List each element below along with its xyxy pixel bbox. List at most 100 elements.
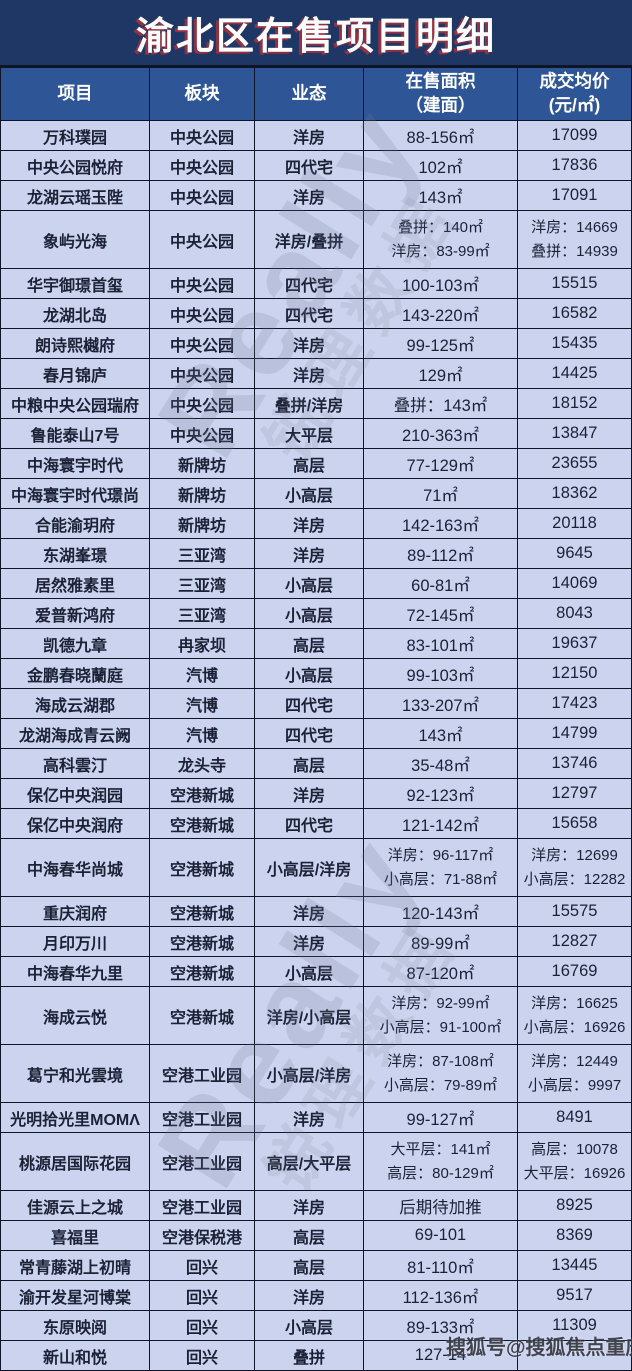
cell-type: 洋房 bbox=[255, 121, 363, 150]
cell-project: 葛宁和光雲境 bbox=[1, 1045, 149, 1102]
cell-size: 99-127㎡ bbox=[364, 1103, 517, 1132]
cell-district: 中央公园 bbox=[150, 211, 254, 268]
header-district: 板块 bbox=[150, 68, 254, 120]
cell-type: 四代宅 bbox=[255, 269, 363, 298]
header-type: 业态 bbox=[255, 68, 363, 120]
cell-size: 88-156㎡ bbox=[364, 121, 517, 150]
cell-size: 112-136㎡ bbox=[364, 1281, 517, 1310]
cell-size: 洋房：92-99㎡ 小高层：91-100㎡ bbox=[364, 987, 517, 1044]
cell-price: 洋房：12699 小高层：12282 bbox=[518, 839, 631, 896]
cell-project: 高科雲汀 bbox=[1, 749, 149, 778]
cell-type: 洋房 bbox=[255, 539, 363, 568]
cell-price: 15575 bbox=[518, 897, 631, 926]
cell-price: 洋房：14669 叠拼：14939 bbox=[518, 211, 631, 268]
cell-type: 小高层/洋房 bbox=[255, 839, 363, 896]
cell-type: 小高层 bbox=[255, 659, 363, 688]
cell-type: 洋房 bbox=[255, 897, 363, 926]
cell-district: 汽博 bbox=[150, 689, 254, 718]
cell-district: 空港新城 bbox=[150, 927, 254, 956]
cell-price: 12827 bbox=[518, 927, 631, 956]
cell-district: 中央公园 bbox=[150, 329, 254, 358]
cell-project: 喜福里 bbox=[1, 1221, 149, 1250]
cell-project: 海成云悦 bbox=[1, 987, 149, 1044]
cell-type: 四代宅 bbox=[255, 689, 363, 718]
cell-district: 空港工业园 bbox=[150, 1191, 254, 1220]
cell-price: 18362 bbox=[518, 479, 631, 508]
cell-size: 83-101㎡ bbox=[364, 629, 517, 658]
cell-district: 三亚湾 bbox=[150, 539, 254, 568]
cell-district: 新牌坊 bbox=[150, 509, 254, 538]
cell-district: 中央公园 bbox=[150, 151, 254, 180]
cell-type: 四代宅 bbox=[255, 719, 363, 748]
cell-price: 14425 bbox=[518, 359, 631, 388]
cell-price: 洋房：12449 小高层：9997 bbox=[518, 1045, 631, 1102]
cell-price: 19637 bbox=[518, 629, 631, 658]
cell-district: 冉家坝 bbox=[150, 629, 254, 658]
cell-district: 空港新城 bbox=[150, 957, 254, 986]
cell-type: 高层 bbox=[255, 449, 363, 478]
cell-price: 8043 bbox=[518, 599, 631, 628]
header-size: 在售面积 （建面） bbox=[364, 68, 517, 120]
cell-size: 81-110㎡ bbox=[364, 1251, 517, 1280]
cell-district: 汽博 bbox=[150, 719, 254, 748]
cell-type: 叠拼 bbox=[255, 1341, 363, 1370]
cell-size: 叠拼：140㎡ 洋房：83-99㎡ bbox=[364, 211, 517, 268]
cell-type: 小高层 bbox=[255, 957, 363, 986]
cell-project: 华宇御璟首玺 bbox=[1, 269, 149, 298]
cell-type: 洋房 bbox=[255, 359, 363, 388]
cell-district: 空港新城 bbox=[150, 987, 254, 1044]
cell-size: 143㎡ bbox=[364, 181, 517, 210]
cell-project: 春月锦庐 bbox=[1, 359, 149, 388]
cell-project: 东湖峯璟 bbox=[1, 539, 149, 568]
cell-price bbox=[518, 1341, 631, 1370]
cell-size: 89-133㎡ bbox=[364, 1311, 517, 1340]
cell-project: 中央公园悦府 bbox=[1, 151, 149, 180]
cell-district: 空港工业园 bbox=[150, 1045, 254, 1102]
cell-district: 中央公园 bbox=[150, 389, 254, 418]
cell-type: 四代宅 bbox=[255, 299, 363, 328]
cell-district: 中央公园 bbox=[150, 181, 254, 210]
cell-price: 13445 bbox=[518, 1251, 631, 1280]
cell-district: 中央公园 bbox=[150, 269, 254, 298]
cell-district: 中央公园 bbox=[150, 121, 254, 150]
cell-size: 210-363㎡ bbox=[364, 419, 517, 448]
cell-district: 空港保税港 bbox=[150, 1221, 254, 1250]
cell-size: 72-145㎡ bbox=[364, 599, 517, 628]
cell-type: 小高层 bbox=[255, 1311, 363, 1340]
cell-district: 中央公园 bbox=[150, 299, 254, 328]
cell-price: 14799 bbox=[518, 719, 631, 748]
cell-size: 洋房：87-108㎡ 小高层：79-89㎡ bbox=[364, 1045, 517, 1102]
header-project: 项目 bbox=[1, 68, 149, 120]
cell-type: 四代宅 bbox=[255, 151, 363, 180]
cell-size: 127-14 bbox=[364, 1341, 517, 1370]
cell-size: 133-207㎡ bbox=[364, 689, 517, 718]
cell-project: 金鹏春晓蘭庭 bbox=[1, 659, 149, 688]
cell-type: 洋房 bbox=[255, 329, 363, 358]
cell-project: 龙湖云瑶玉陛 bbox=[1, 181, 149, 210]
cell-project: 保亿中央润园 bbox=[1, 779, 149, 808]
cell-price: 13746 bbox=[518, 749, 631, 778]
cell-project: 佳源云上之城 bbox=[1, 1191, 149, 1220]
cell-project: 常青藤湖上初晴 bbox=[1, 1251, 149, 1280]
cell-price: 12150 bbox=[518, 659, 631, 688]
cell-price: 15435 bbox=[518, 329, 631, 358]
cell-type: 洋房/叠拼 bbox=[255, 211, 363, 268]
cell-size: 洋房：96-117㎡ 小高层：71-88㎡ bbox=[364, 839, 517, 896]
cell-size: 92-123㎡ bbox=[364, 779, 517, 808]
cell-price: 23655 bbox=[518, 449, 631, 478]
cell-district: 三亚湾 bbox=[150, 599, 254, 628]
cell-type: 洋房 bbox=[255, 1281, 363, 1310]
cell-district: 中央公园 bbox=[150, 419, 254, 448]
cell-size: 99-125㎡ bbox=[364, 329, 517, 358]
cell-type: 四代宅 bbox=[255, 809, 363, 838]
cell-district: 空港新城 bbox=[150, 809, 254, 838]
cell-price: 11309 bbox=[518, 1311, 631, 1340]
cell-size: 129㎡ bbox=[364, 359, 517, 388]
header-price: 成交均价 (元/㎡) bbox=[518, 68, 631, 120]
cell-size: 77-129㎡ bbox=[364, 449, 517, 478]
cell-type: 大平层 bbox=[255, 419, 363, 448]
cell-size: 102㎡ bbox=[364, 151, 517, 180]
title-bar: 渝北区在售项目明细 bbox=[0, 0, 632, 65]
cell-size: 69-101 bbox=[364, 1221, 517, 1250]
cell-type: 洋房 bbox=[255, 509, 363, 538]
